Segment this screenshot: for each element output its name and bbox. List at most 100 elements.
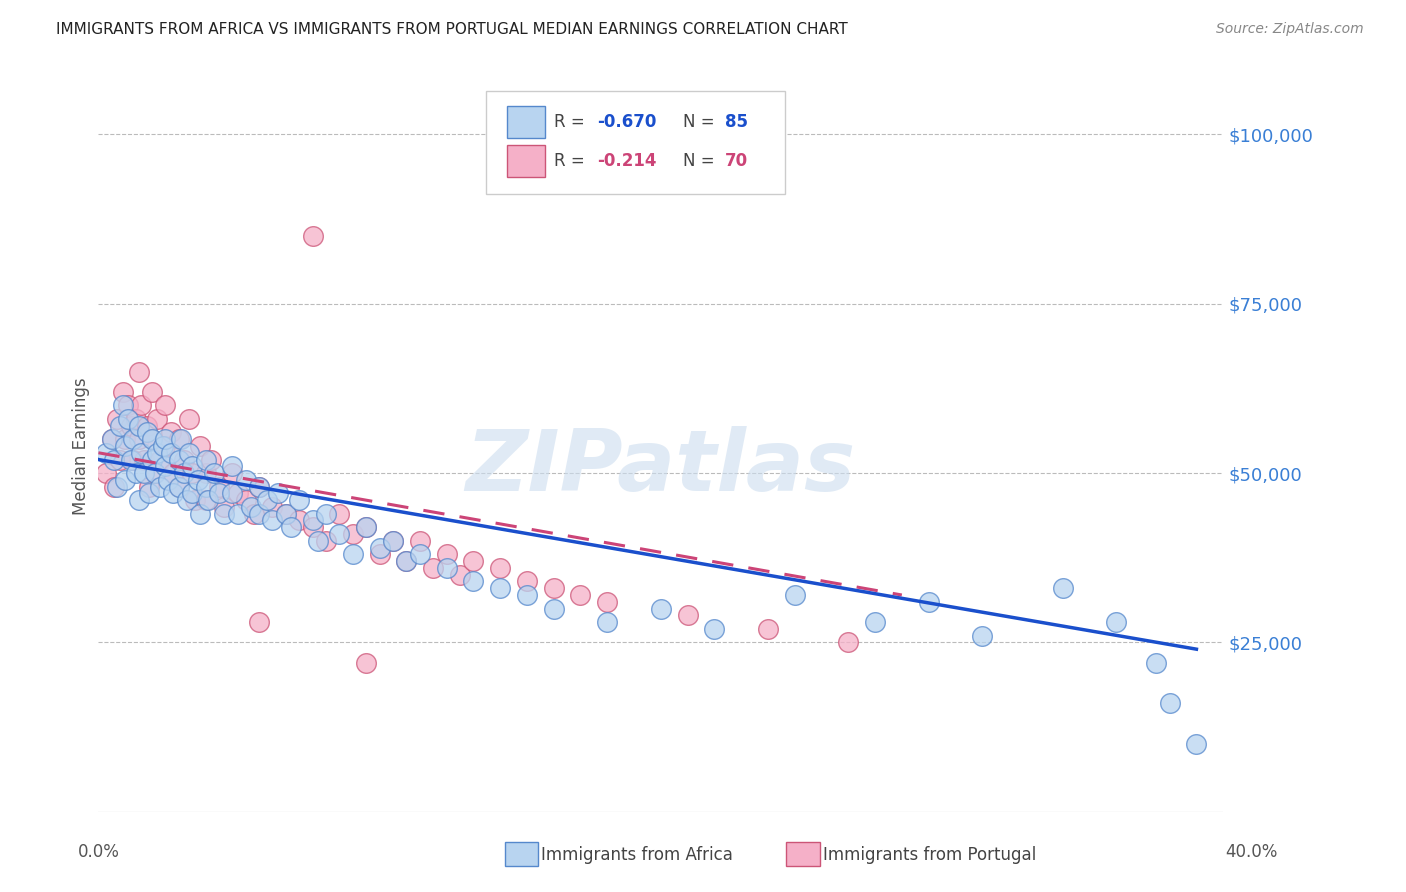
Point [1105, 615, 1128, 629]
FancyBboxPatch shape [506, 106, 546, 138]
Point [256, 493, 278, 508]
Point [141, 432, 163, 446]
Point [837, 635, 859, 649]
Point [301, 514, 323, 528]
Text: IMMIGRANTS FROM AFRICA VS IMMIGRANTS FROM PORTUGAL MEDIAN EARNINGS CORRELATION C: IMMIGRANTS FROM AFRICA VS IMMIGRANTS FRO… [56, 22, 848, 37]
Point [783, 588, 806, 602]
Point [262, 514, 284, 528]
Point [138, 486, 160, 500]
Point [221, 459, 243, 474]
Point [128, 364, 150, 378]
Point [143, 466, 166, 480]
Text: -0.670: -0.670 [596, 113, 657, 131]
Point [117, 398, 139, 412]
Point [155, 398, 177, 412]
Point [301, 229, 323, 244]
Point [569, 588, 592, 602]
Point [167, 480, 190, 494]
Point [179, 412, 201, 426]
Point [280, 520, 302, 534]
Point [409, 547, 432, 561]
Point [186, 473, 208, 487]
Point [240, 500, 263, 514]
Point [194, 493, 217, 508]
Point [342, 527, 364, 541]
Point [111, 384, 134, 399]
Point [105, 412, 128, 426]
Point [354, 520, 377, 534]
Point [155, 432, 177, 446]
Point [122, 432, 145, 446]
Point [143, 466, 166, 480]
Point [114, 473, 136, 487]
Point [96, 466, 118, 480]
Point [247, 615, 270, 629]
Point [436, 561, 458, 575]
Point [463, 554, 485, 568]
Point [214, 507, 236, 521]
Point [449, 567, 471, 582]
Point [247, 480, 270, 494]
Text: Immigrants from Africa: Immigrants from Africa [541, 846, 733, 863]
Point [328, 527, 350, 541]
Text: Source: ZipAtlas.com: Source: ZipAtlas.com [1216, 22, 1364, 37]
Text: Immigrants from Portugal: Immigrants from Portugal [823, 846, 1036, 863]
Point [157, 473, 180, 487]
Point [141, 432, 163, 446]
Point [155, 459, 177, 474]
Point [197, 493, 219, 508]
Point [138, 480, 160, 494]
Point [1185, 737, 1208, 751]
Text: 70: 70 [725, 152, 748, 169]
Point [543, 601, 565, 615]
Point [162, 486, 184, 500]
Point [125, 466, 148, 480]
Point [129, 446, 152, 460]
Point [395, 554, 418, 568]
Point [382, 533, 405, 548]
Point [96, 446, 118, 460]
Text: N =: N = [683, 113, 720, 131]
Point [436, 547, 458, 561]
Point [194, 466, 217, 480]
Point [202, 466, 225, 480]
Point [1144, 656, 1167, 670]
Point [288, 493, 311, 508]
Point [105, 480, 128, 494]
Point [489, 581, 512, 595]
Point [181, 459, 204, 474]
Point [543, 581, 565, 595]
Point [354, 520, 377, 534]
Point [516, 574, 538, 589]
Text: ZIPatlas: ZIPatlas [465, 426, 856, 509]
Point [181, 486, 204, 500]
Point [176, 493, 198, 508]
Point [117, 412, 139, 426]
Point [235, 493, 257, 508]
Point [173, 466, 195, 480]
Point [409, 533, 432, 548]
Point [1159, 697, 1181, 711]
Point [122, 452, 145, 467]
Point [247, 507, 270, 521]
Point [1052, 581, 1074, 595]
Text: -0.214: -0.214 [596, 152, 657, 169]
Point [208, 486, 231, 500]
Point [267, 486, 290, 500]
Point [159, 425, 181, 440]
Point [274, 507, 297, 521]
Point [128, 493, 150, 508]
Point [114, 439, 136, 453]
Point [132, 452, 155, 467]
Point [676, 608, 699, 623]
Point [226, 486, 249, 500]
Point [596, 615, 619, 629]
Point [101, 432, 124, 446]
Point [307, 533, 329, 548]
Text: 0.0%: 0.0% [77, 843, 120, 861]
Text: 85: 85 [725, 113, 748, 131]
Point [288, 514, 311, 528]
Point [194, 480, 217, 494]
Point [368, 547, 391, 561]
Point [650, 601, 672, 615]
